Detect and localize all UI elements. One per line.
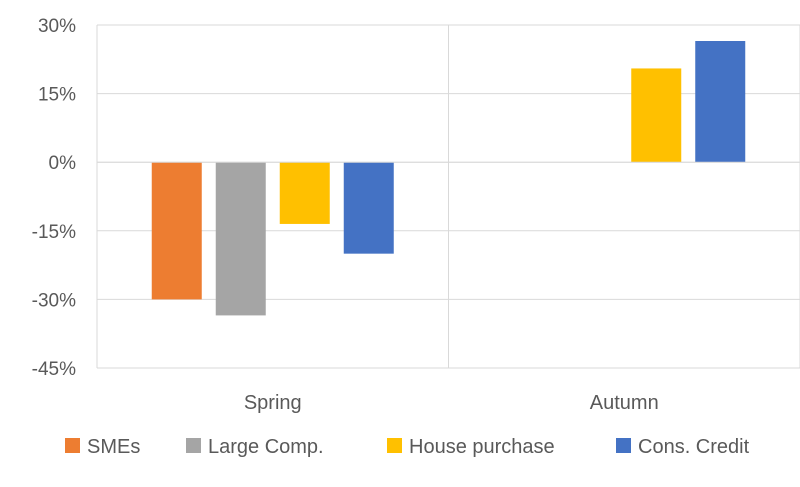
legend-label: Cons. Credit — [638, 436, 750, 458]
category-label: Spring — [244, 392, 302, 414]
bar-cons-credit-autumn — [695, 41, 746, 163]
grid-lines — [96, 24, 800, 369]
bar-house-purchase-autumn — [631, 68, 682, 163]
y-tick-label: 15% — [38, 85, 76, 106]
category-label: Autumn — [590, 392, 659, 414]
bar-house-purchase-spring — [279, 162, 330, 224]
legend-label: House purchase — [409, 436, 555, 458]
legend-swatch — [186, 438, 201, 453]
bars — [151, 41, 746, 316]
legend-swatch — [387, 438, 402, 453]
legend-label: SMEs — [87, 436, 140, 458]
legend: SMEs Large Comp. House purchase Cons. Credi… — [65, 436, 750, 458]
category-labels: Spring Autumn — [244, 392, 659, 414]
y-tick-label: -30% — [32, 290, 76, 311]
legend-label: Large Comp. — [208, 436, 324, 458]
legend-swatch — [65, 438, 80, 453]
y-tick-labels: 30% 15% 0% -15% -30% -45% — [32, 16, 76, 380]
y-tick-label: -45% — [32, 359, 76, 380]
legend-swatch — [616, 438, 631, 453]
bar-large-comp-spring — [215, 162, 266, 316]
y-tick-label: 0% — [49, 153, 77, 174]
y-tick-label: 30% — [38, 16, 76, 37]
y-tick-label: -15% — [32, 222, 76, 243]
bar-smes-spring — [151, 162, 202, 300]
bar-cons-credit-spring — [343, 162, 394, 254]
